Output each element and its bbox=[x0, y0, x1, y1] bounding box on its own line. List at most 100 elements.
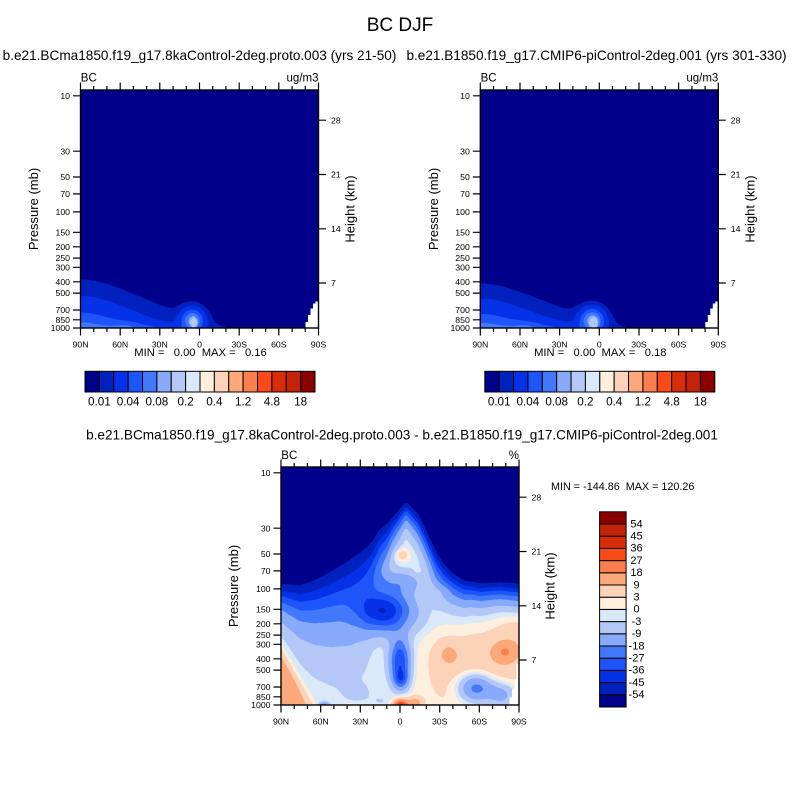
svg-text:b.e21.B1850.f19_g17.CMIP6-piCo: b.e21.B1850.f19_g17.CMIP6-piControl-2deg… bbox=[406, 48, 786, 63]
svg-text:0.01: 0.01 bbox=[488, 396, 511, 409]
svg-text:60N: 60N bbox=[112, 340, 128, 350]
svg-text:90N: 90N bbox=[73, 340, 89, 350]
svg-text:500: 500 bbox=[256, 665, 271, 675]
svg-text:Height (km): Height (km) bbox=[543, 552, 558, 619]
svg-text:MIN = 0.00 MAX = 0.18: MIN = 0.00 MAX = 0.18 bbox=[534, 347, 666, 359]
svg-text:4.8: 4.8 bbox=[264, 396, 280, 409]
svg-text:60S: 60S bbox=[271, 340, 287, 350]
svg-text:27: 27 bbox=[630, 555, 642, 567]
svg-text:10: 10 bbox=[60, 91, 70, 101]
svg-text:-3: -3 bbox=[632, 616, 642, 628]
svg-text:250: 250 bbox=[56, 253, 71, 263]
svg-text:90N: 90N bbox=[273, 717, 289, 727]
svg-text:Height (km): Height (km) bbox=[743, 175, 758, 242]
svg-text:BC DJF: BC DJF bbox=[367, 15, 434, 36]
svg-text:850: 850 bbox=[455, 315, 470, 325]
svg-text:150: 150 bbox=[56, 227, 71, 237]
svg-text:BC: BC bbox=[281, 450, 297, 462]
svg-text:28: 28 bbox=[731, 115, 741, 125]
svg-text:700: 700 bbox=[256, 682, 271, 692]
svg-text:30: 30 bbox=[261, 523, 271, 533]
svg-text:Pressure (mb): Pressure (mb) bbox=[26, 168, 41, 250]
svg-text:0.2: 0.2 bbox=[577, 396, 593, 409]
svg-text:850: 850 bbox=[56, 315, 71, 325]
svg-text:7: 7 bbox=[532, 655, 537, 665]
svg-text:30N: 30N bbox=[152, 340, 168, 350]
svg-text:0.08: 0.08 bbox=[545, 396, 568, 409]
svg-text:70: 70 bbox=[460, 189, 470, 199]
svg-text:21: 21 bbox=[331, 170, 341, 180]
svg-text:200: 200 bbox=[455, 242, 470, 252]
svg-text:14: 14 bbox=[331, 224, 341, 234]
svg-text:3: 3 bbox=[633, 592, 639, 604]
svg-text:14: 14 bbox=[532, 601, 542, 611]
svg-text:0.4: 0.4 bbox=[206, 396, 223, 409]
svg-text:250: 250 bbox=[256, 630, 271, 640]
svg-text:90S: 90S bbox=[711, 340, 727, 350]
svg-text:18: 18 bbox=[694, 396, 707, 409]
svg-text:100: 100 bbox=[56, 207, 71, 217]
svg-text:70: 70 bbox=[261, 566, 271, 576]
svg-text:700: 700 bbox=[56, 305, 71, 315]
svg-text:Pressure (mb): Pressure (mb) bbox=[426, 168, 441, 250]
svg-text:300: 300 bbox=[455, 262, 470, 272]
svg-text:-18: -18 bbox=[629, 640, 645, 652]
svg-text:30: 30 bbox=[460, 146, 470, 156]
svg-text:90S: 90S bbox=[311, 340, 327, 350]
svg-text:30N: 30N bbox=[552, 340, 568, 350]
svg-text:%: % bbox=[509, 450, 519, 462]
svg-text:10: 10 bbox=[460, 91, 470, 101]
svg-text:150: 150 bbox=[256, 604, 271, 614]
svg-text:60N: 60N bbox=[512, 340, 528, 350]
svg-text:1000: 1000 bbox=[251, 700, 270, 710]
svg-text:90S: 90S bbox=[511, 717, 527, 727]
svg-text:100: 100 bbox=[455, 207, 470, 217]
svg-text:0.04: 0.04 bbox=[517, 396, 540, 409]
svg-text:7: 7 bbox=[731, 278, 736, 288]
svg-text:Pressure (mb): Pressure (mb) bbox=[226, 545, 241, 627]
svg-text:14: 14 bbox=[731, 224, 741, 234]
svg-text:MIN = 0.00 MAX = 0.16: MIN = 0.00 MAX = 0.16 bbox=[134, 347, 266, 359]
svg-text:50: 50 bbox=[261, 549, 271, 559]
svg-text:250: 250 bbox=[455, 253, 470, 263]
svg-text:1000: 1000 bbox=[450, 323, 469, 333]
svg-text:18: 18 bbox=[630, 567, 642, 579]
svg-text:30S: 30S bbox=[631, 340, 647, 350]
svg-text:1.2: 1.2 bbox=[635, 396, 651, 409]
svg-text:4.8: 4.8 bbox=[664, 396, 680, 409]
svg-text:Height (km): Height (km) bbox=[343, 175, 358, 242]
svg-text:60S: 60S bbox=[671, 340, 687, 350]
svg-text:300: 300 bbox=[256, 639, 271, 649]
svg-text:60N: 60N bbox=[313, 717, 329, 727]
svg-text:BC: BC bbox=[81, 73, 97, 85]
svg-text:-45: -45 bbox=[629, 677, 645, 689]
svg-text:54: 54 bbox=[630, 518, 642, 530]
svg-text:21: 21 bbox=[731, 170, 741, 180]
svg-text:850: 850 bbox=[256, 692, 271, 702]
svg-text:36: 36 bbox=[630, 543, 642, 555]
svg-text:BC: BC bbox=[481, 73, 497, 85]
svg-text:300: 300 bbox=[56, 262, 71, 272]
svg-text:0.4: 0.4 bbox=[606, 396, 623, 409]
svg-text:MIN = -144.86 MAX = 120.26: MIN = -144.86 MAX = 120.26 bbox=[551, 481, 694, 493]
svg-text:500: 500 bbox=[56, 288, 71, 298]
svg-text:-54: -54 bbox=[629, 689, 645, 701]
svg-text:b.e21.BCma1850.f19_g17.8kaCont: b.e21.BCma1850.f19_g17.8kaControl-2deg.p… bbox=[3, 48, 397, 63]
svg-text:18: 18 bbox=[294, 396, 307, 409]
svg-text:45: 45 bbox=[630, 531, 642, 543]
svg-text:b.e21.BCma1850.f19_g17.8kaCont: b.e21.BCma1850.f19_g17.8kaControl-2deg.p… bbox=[86, 428, 718, 443]
svg-text:50: 50 bbox=[460, 172, 470, 182]
svg-text:28: 28 bbox=[331, 115, 341, 125]
svg-text:400: 400 bbox=[56, 277, 71, 287]
svg-text:200: 200 bbox=[56, 242, 71, 252]
svg-text:150: 150 bbox=[455, 227, 470, 237]
svg-text:1000: 1000 bbox=[51, 323, 70, 333]
svg-text:ug/m3: ug/m3 bbox=[287, 73, 319, 85]
svg-text:30N: 30N bbox=[352, 717, 368, 727]
svg-text:30: 30 bbox=[60, 146, 70, 156]
svg-text:9: 9 bbox=[633, 579, 639, 591]
svg-text:-9: -9 bbox=[632, 628, 642, 640]
svg-text:0: 0 bbox=[633, 604, 639, 616]
svg-text:0.04: 0.04 bbox=[117, 396, 140, 409]
svg-text:-27: -27 bbox=[629, 653, 645, 665]
